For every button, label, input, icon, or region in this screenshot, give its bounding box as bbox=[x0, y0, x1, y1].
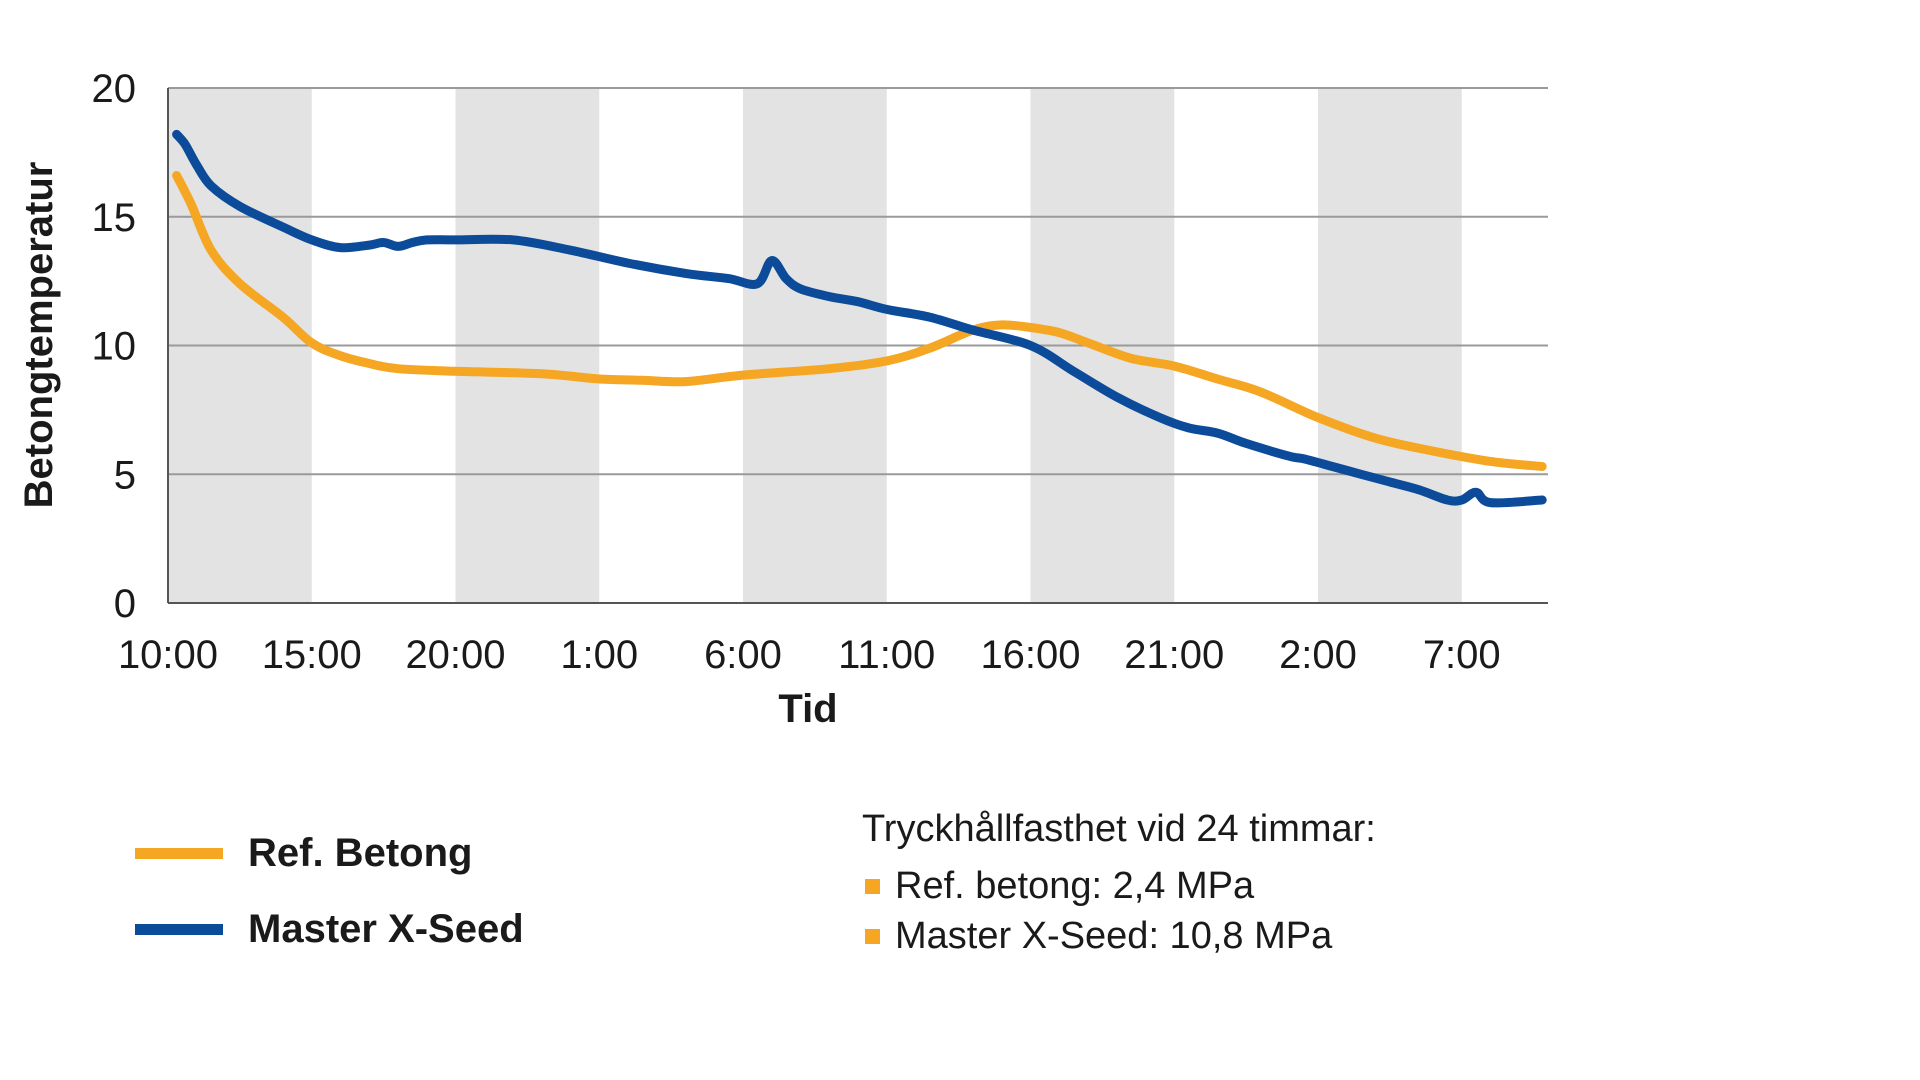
axes bbox=[167, 88, 1548, 604]
annotation-item-ref: Ref. betong: 2,4 MPa bbox=[862, 861, 1376, 911]
annotation-text-ref: Ref. betong: 2,4 MPa bbox=[895, 864, 1255, 907]
legend-swatch-master-x-seed bbox=[135, 923, 223, 935]
legend-label-master-x-seed: Master X-Seed bbox=[248, 906, 524, 951]
annotation-bullet-icon bbox=[865, 878, 880, 894]
annotation-bullet-icon bbox=[865, 928, 880, 944]
x-tick-label-4: 6:00 bbox=[704, 633, 782, 677]
x-tick-label-3: 1:00 bbox=[560, 633, 638, 677]
series-line-ref-betong bbox=[172, 171, 1547, 471]
x-tick-label-9: 7:00 bbox=[1423, 633, 1501, 677]
annotation-title: Tryckhållfasthet vid 24 timmar: bbox=[862, 808, 1376, 850]
strength-annotation: Tryckhållfasthet vid 24 timmar: Ref. bet… bbox=[862, 808, 1376, 961]
legend-label-ref-betong: Ref. Betong bbox=[248, 830, 473, 875]
x-tick-label-1: 15:00 bbox=[262, 633, 362, 677]
legend-item-master-x-seed: Master X-Seed bbox=[135, 891, 524, 967]
y-tick-label-0: 0 bbox=[114, 582, 136, 626]
legend-item-ref-betong: Ref. Betong bbox=[135, 815, 524, 891]
annotation-item-master: Master X-Seed: 10,8 MPa bbox=[862, 911, 1376, 961]
y-axis-title: Betongtemperatur bbox=[17, 162, 61, 509]
x-tick-label-2: 20:00 bbox=[405, 633, 505, 677]
y-tick-label-20: 20 bbox=[92, 67, 137, 111]
legend: Ref. Betong Master X-Seed bbox=[135, 815, 524, 967]
y-tick-label-10: 10 bbox=[92, 325, 137, 369]
x-tick-label-7: 21:00 bbox=[1124, 633, 1224, 677]
x-tick-label-6: 16:00 bbox=[980, 633, 1080, 677]
x-tick-labels: 10:00 15:00 20:00 1:00 6:00 11:00 16:00 21:00 2:… bbox=[118, 633, 1501, 677]
y-tick-labels: 0 5 10 15 20 bbox=[92, 67, 137, 626]
x-tick-label-0: 10:00 bbox=[118, 633, 218, 677]
gridlines bbox=[168, 87, 1548, 476]
series-lines bbox=[172, 129, 1547, 508]
series-line-master-x-seed bbox=[172, 129, 1547, 508]
x-tick-label-5: 11:00 bbox=[838, 633, 935, 677]
y-tick-label-15: 15 bbox=[92, 196, 137, 240]
x-tick-label-8: 2:00 bbox=[1279, 633, 1357, 677]
y-tick-label-5: 5 bbox=[114, 453, 136, 497]
legend-swatch-ref-betong bbox=[135, 847, 223, 859]
x-axis-title: Tid bbox=[778, 687, 837, 731]
annotation-text-master: Master X-Seed: 10,8 MPa bbox=[895, 914, 1333, 957]
